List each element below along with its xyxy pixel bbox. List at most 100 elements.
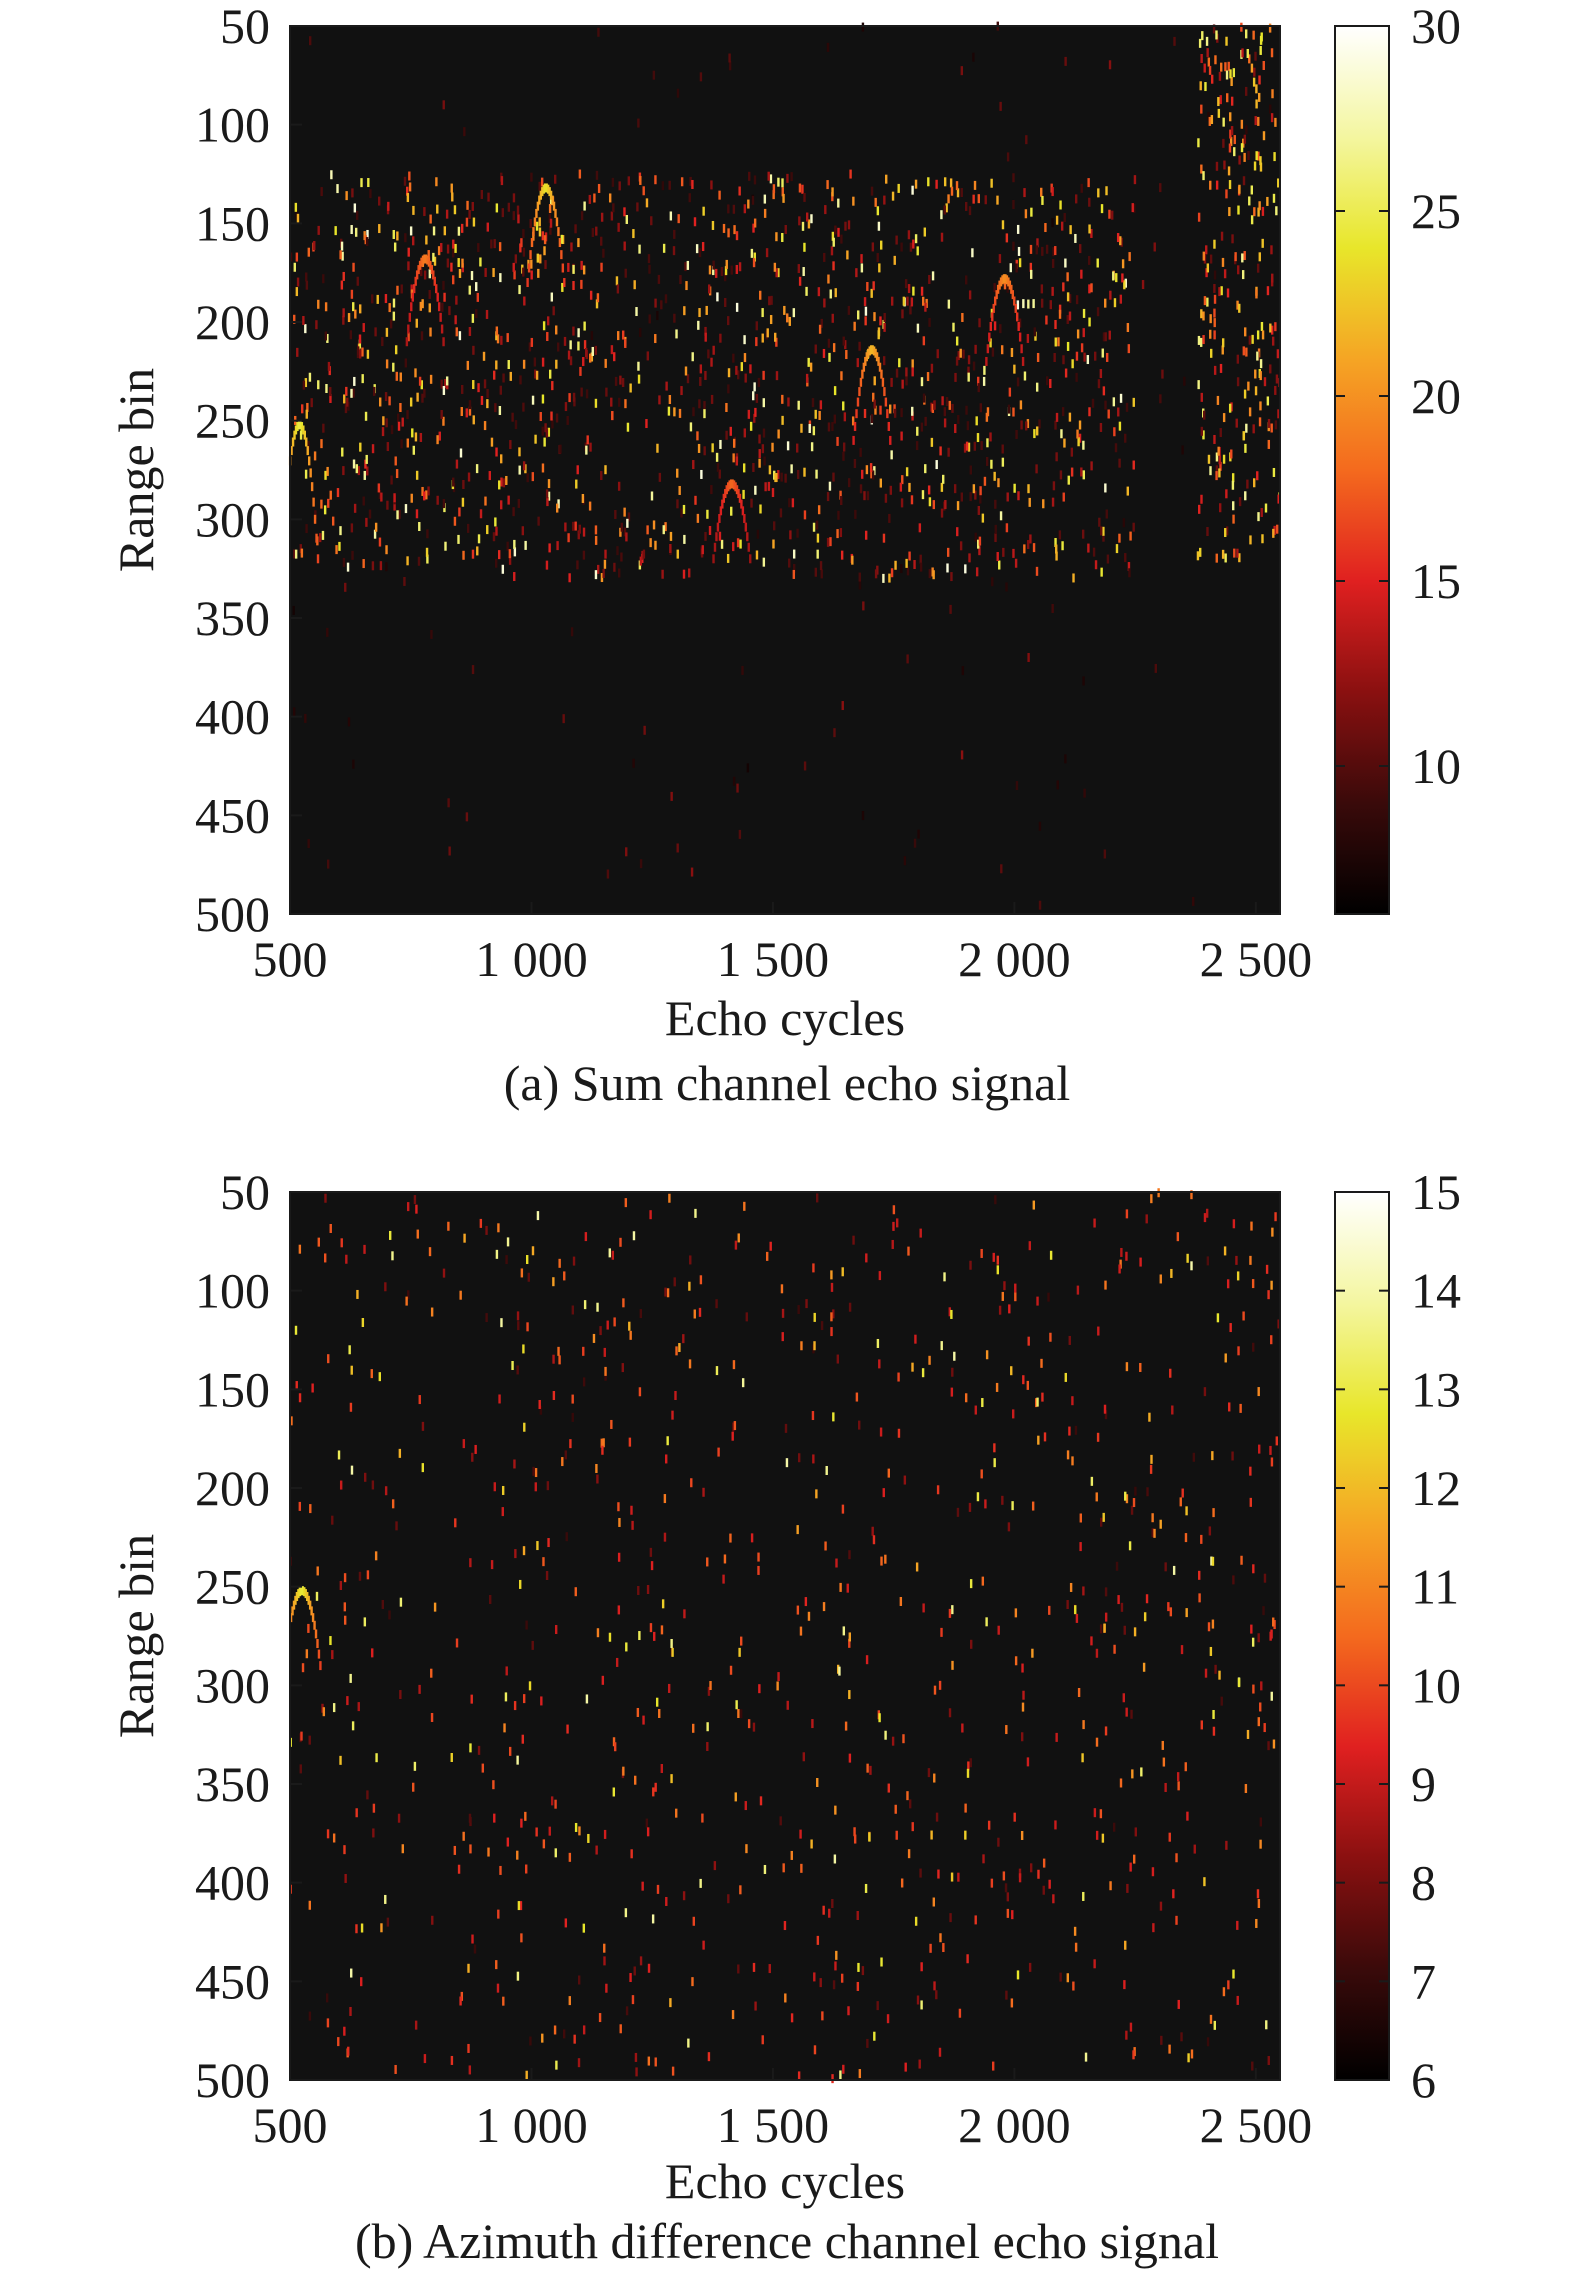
- echo-arc-point: [297, 1589, 300, 1599]
- edge-echo-point: [1209, 314, 1212, 324]
- noise-point: [1183, 376, 1186, 386]
- echo-point: [922, 296, 925, 306]
- noise-point: [1027, 652, 1030, 662]
- echo-point: [1066, 341, 1070, 351]
- echo-point: [1030, 207, 1033, 217]
- echo-point: [711, 220, 715, 230]
- edge-echo-point: [1240, 143, 1244, 153]
- echo-point: [350, 388, 353, 398]
- echo-point: [835, 1558, 838, 1568]
- echo-point: [471, 313, 475, 323]
- echo-point: [296, 213, 300, 223]
- echo-point: [428, 303, 431, 313]
- noise-point: [1020, 1732, 1024, 1742]
- echo-point: [696, 513, 700, 523]
- echo-point: [901, 309, 904, 319]
- echo-point: [729, 426, 732, 436]
- echo-point: [476, 546, 479, 556]
- echo-point: [393, 501, 396, 511]
- noise-point: [994, 1195, 997, 1205]
- echo-point: [614, 509, 617, 519]
- edge-echo-point: [1201, 31, 1204, 41]
- echo-point: [1011, 1910, 1014, 1920]
- echo-point: [628, 1321, 631, 1331]
- noise-point: [738, 829, 742, 839]
- noise-point: [1038, 821, 1042, 831]
- echo-arc-point: [542, 184, 545, 194]
- edge-echo-point: [1237, 205, 1240, 215]
- echo-point: [814, 567, 818, 577]
- echo-point: [1060, 429, 1063, 439]
- noise-point: [831, 1899, 834, 1909]
- echo-point: [911, 185, 914, 195]
- echo-point: [543, 235, 547, 245]
- echo-point: [296, 347, 299, 357]
- edge-echo-point: [1220, 231, 1224, 241]
- edge-echo-point: [1219, 363, 1223, 373]
- echo-point: [956, 501, 960, 511]
- echo-point: [568, 1852, 572, 1862]
- echo-arc-point: [868, 346, 871, 356]
- echo-point: [978, 546, 981, 556]
- echo-point: [311, 1383, 314, 1393]
- edge-echo-point: [1253, 478, 1256, 488]
- noise-point: [1192, 896, 1195, 906]
- echo-point: [882, 356, 886, 366]
- noise-point: [1151, 1528, 1154, 1538]
- echo-point: [531, 395, 535, 405]
- echo-point: [791, 498, 795, 508]
- echo-point: [522, 1694, 526, 1704]
- echo-point: [353, 203, 357, 213]
- echo-point: [403, 176, 407, 186]
- noise-point: [856, 1910, 859, 1920]
- noise-point: [1005, 1990, 1008, 2000]
- echo-point: [343, 1602, 347, 1612]
- noise-point: [691, 1977, 694, 1987]
- noise-point: [960, 750, 964, 760]
- echo-point: [1035, 426, 1039, 436]
- echo-point: [1093, 1808, 1097, 1818]
- noise-point: [1274, 420, 1278, 430]
- echo-point: [1005, 233, 1009, 243]
- echo-point: [784, 224, 787, 234]
- echo-point: [912, 286, 915, 296]
- noise-point: [552, 1391, 556, 1401]
- echo-point: [967, 372, 970, 382]
- echo-arc-point: [432, 270, 435, 280]
- echo-point: [768, 296, 771, 306]
- echo-point: [807, 357, 810, 367]
- edge-echo-point: [1200, 426, 1204, 436]
- echo-point: [829, 537, 832, 547]
- echo-point: [781, 415, 784, 425]
- noise-point: [739, 1709, 743, 1719]
- noise-point: [574, 1587, 577, 1597]
- edge-echo-point: [1250, 215, 1254, 225]
- noise-point: [621, 1363, 624, 1373]
- echo-point: [940, 210, 943, 220]
- echo-point: [736, 538, 740, 548]
- echo-point: [538, 181, 541, 191]
- echo-arc-point: [1007, 277, 1010, 287]
- noise-point: [869, 1765, 872, 1775]
- x-tick-label: 1 500: [717, 2097, 830, 2153]
- noise-point: [1043, 1432, 1047, 1442]
- noise-point: [639, 327, 642, 337]
- edge-echo-point: [1270, 113, 1274, 123]
- edge-echo-point: [1270, 325, 1274, 335]
- echo-point: [479, 257, 482, 267]
- noise-point: [812, 1454, 815, 1464]
- echo-point: [305, 524, 308, 534]
- edge-echo-point: [1228, 207, 1231, 217]
- edge-echo-point: [1197, 335, 1201, 345]
- noise-point: [682, 1891, 686, 1901]
- echo-point: [1055, 412, 1059, 422]
- echo-point: [453, 205, 457, 215]
- echo-point: [932, 570, 935, 580]
- echo-point: [482, 351, 486, 361]
- echo-point: [1228, 1402, 1231, 1412]
- echo-point: [1242, 1311, 1245, 1321]
- echo-arc-point: [309, 468, 312, 478]
- noise-point: [314, 510, 317, 520]
- edge-echo-point: [1267, 439, 1271, 449]
- echo-point: [897, 1372, 900, 1382]
